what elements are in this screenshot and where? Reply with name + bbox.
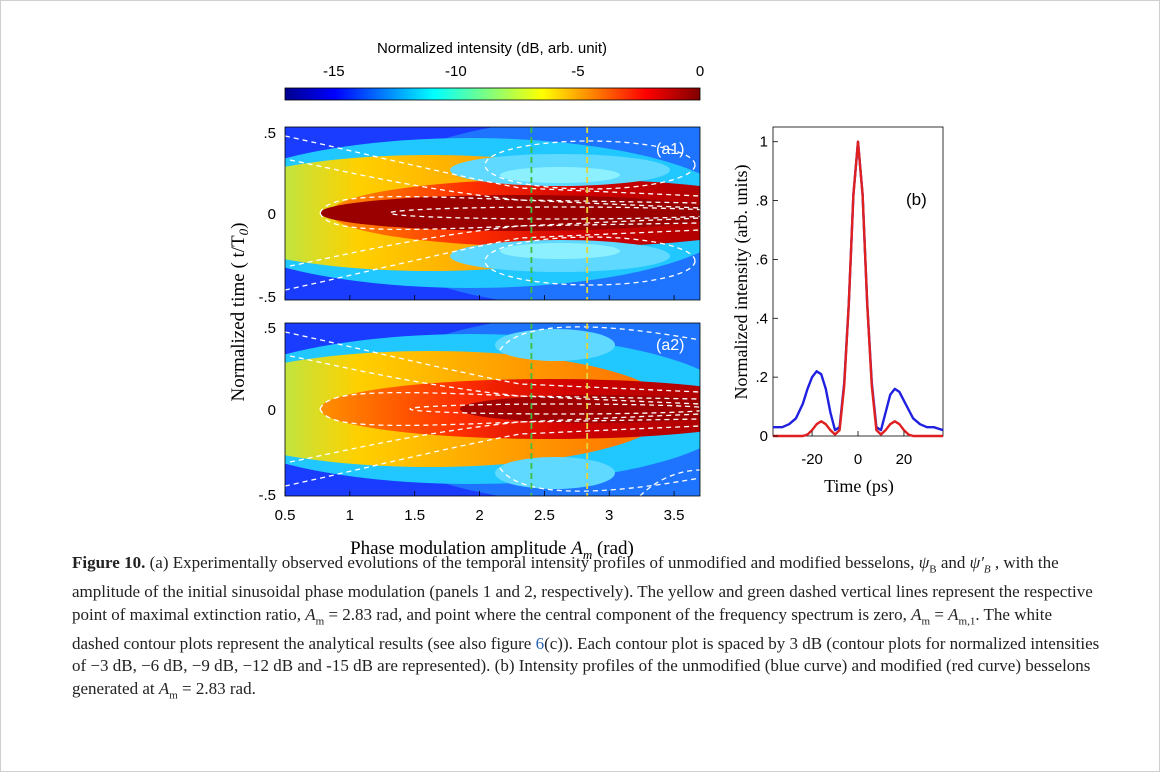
x-tick-label: 1: [346, 507, 354, 524]
x-axis-label-a: Phase modulation amplitude Am (rad): [350, 538, 634, 562]
y-tick-label-b: 1: [760, 134, 768, 151]
y-tick-label-b: .4: [755, 310, 768, 327]
colorbar-ticks: -15 -10 -5 0: [323, 63, 704, 80]
x-axis-label-b: Time (ps): [824, 476, 894, 497]
y-ticks-a1: .5 0 -.5: [258, 125, 276, 306]
heatmap-a1: [285, 127, 700, 300]
colorbar-tick-label: 0: [696, 63, 704, 80]
colorbar-title: Normalized intensity (dB, arb. unit): [377, 40, 607, 57]
ticks-b: -20 0 20 0 .2 .4 .6 .8 1: [755, 134, 912, 468]
y-tick-label: 0: [268, 206, 276, 223]
red-curve: [773, 140, 943, 438]
y-tick-label: .5: [263, 125, 276, 142]
caption-label: Figure 10.: [72, 553, 146, 572]
x-tick-label: 1.5: [404, 507, 425, 524]
heatmap-a2: [285, 323, 700, 496]
label-a2: (a2): [656, 337, 684, 354]
y-tick-label-b: .6: [755, 251, 768, 268]
y-axis-label-b: Normalized intensity (arb. units): [731, 165, 752, 400]
colorbar: [284, 87, 701, 101]
y-axis-label-a: Normalized time ( t/T0): [228, 222, 251, 401]
y-tick-label: .5: [263, 320, 276, 337]
y-tick-label-b: .2: [755, 369, 768, 386]
x-tick-label: 3.5: [664, 507, 685, 524]
x-tick-label: 2: [475, 507, 483, 524]
x-tick-label-b: 20: [896, 451, 913, 468]
colorbar-tick-label: -5: [571, 63, 584, 80]
label-a1: (a1): [656, 141, 684, 158]
x-tick-label-b: 0: [854, 451, 862, 468]
x-tick-label-b: -20: [801, 451, 823, 468]
y-ticks-a2: .5 0 -.5: [258, 320, 276, 504]
axes-a1: [284, 126, 701, 301]
x-tick-label: 0.5: [275, 507, 296, 524]
axes-a2: [284, 322, 701, 497]
colorbar-tick-label: -15: [323, 63, 345, 80]
figure-caption: Figure 10. (a) Experimentally observed e…: [72, 553, 1100, 702]
colorbar-tick-label: -10: [445, 63, 467, 80]
label-b: (b): [906, 190, 927, 209]
x-tick-label: 2.5: [534, 507, 555, 524]
figure-6-link[interactable]: 6: [535, 633, 545, 653]
y-tick-label-b: .8: [755, 193, 768, 210]
x-tick-label: 3: [605, 507, 613, 524]
y-tick-label: -.5: [258, 289, 276, 306]
y-tick-label: -.5: [258, 487, 276, 504]
y-tick-label: 0: [268, 402, 276, 419]
x-ticks-a: 0.5 1 1.5 2 2.5 3 3.5: [275, 295, 685, 524]
y-tick-label-b: 0: [760, 428, 768, 445]
line-plot-b: [773, 140, 944, 438]
axes-b: [772, 126, 944, 437]
